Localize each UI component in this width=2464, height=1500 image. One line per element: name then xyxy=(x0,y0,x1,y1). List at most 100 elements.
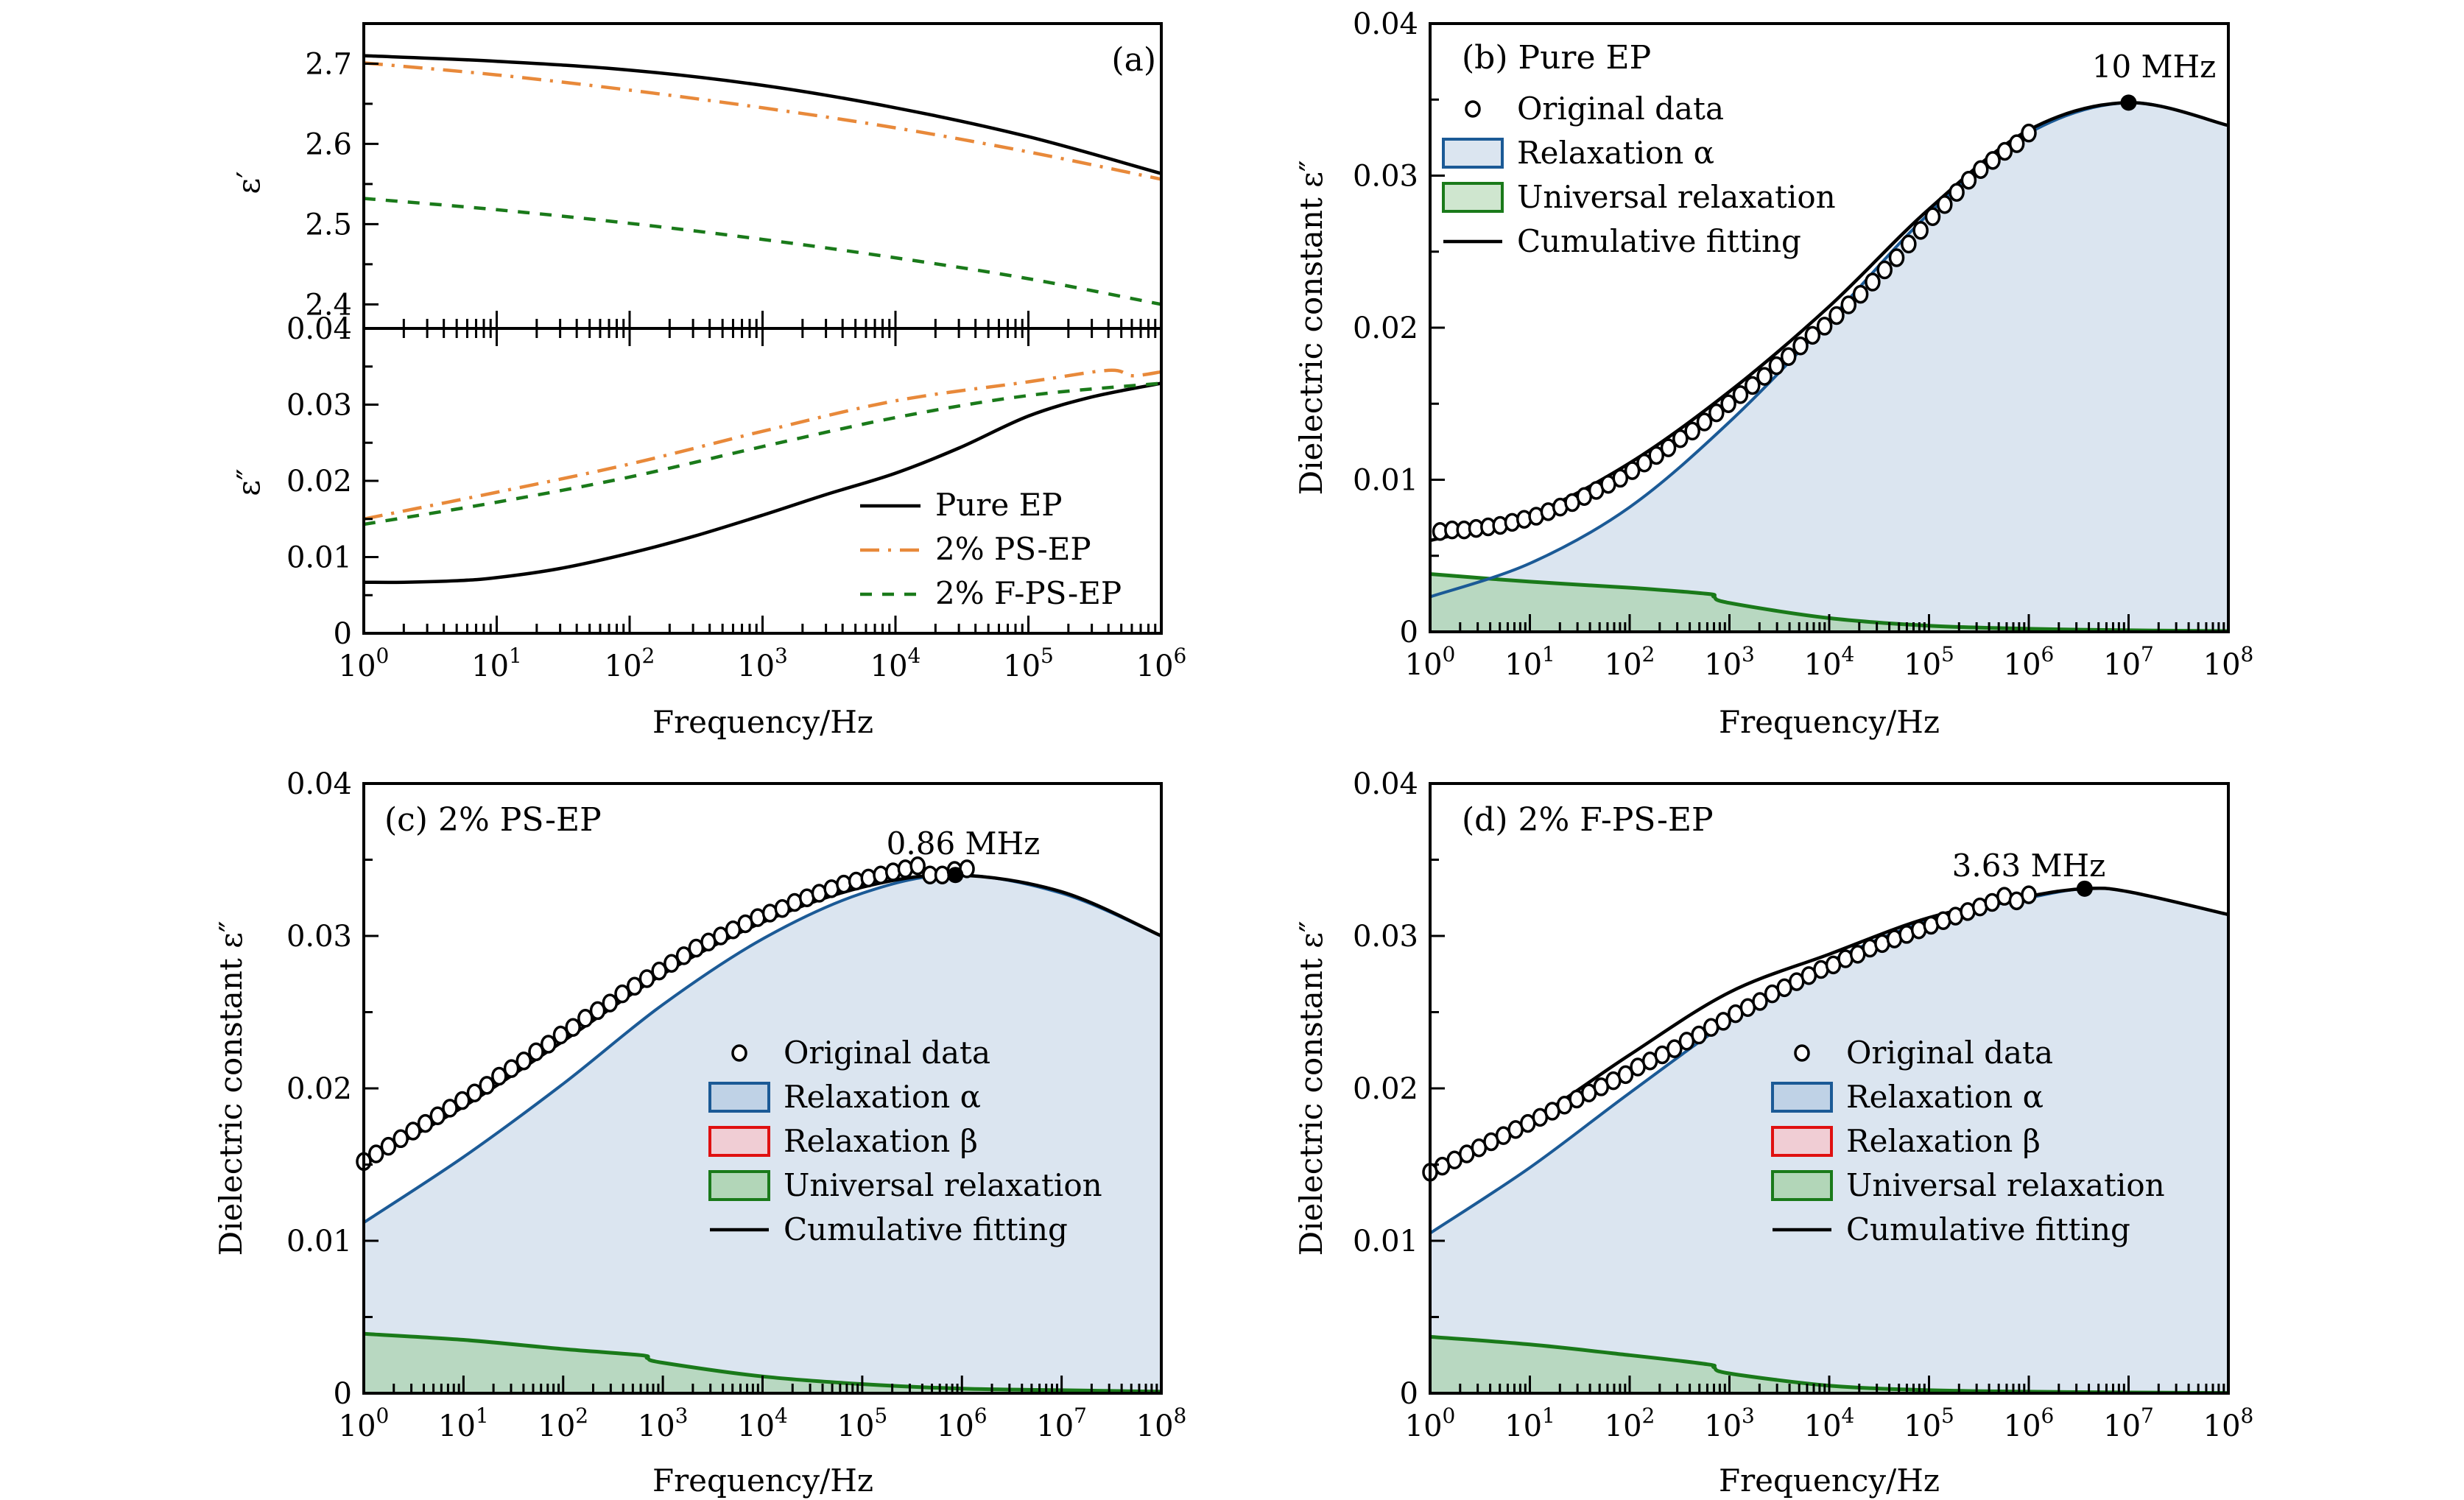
legend-entry: Relaxation α xyxy=(784,1079,981,1115)
original-data-point xyxy=(873,865,889,884)
y-tick-label: 0.04 xyxy=(286,312,352,346)
original-data-point xyxy=(602,993,619,1013)
original-data-point xyxy=(1912,221,1929,240)
y-tick-label: 0.02 xyxy=(286,465,352,499)
panel-d-peak-label: 3.63 MHz xyxy=(1952,848,2106,884)
x-tick-label: 107 xyxy=(2103,642,2154,682)
x-tick-label: 104 xyxy=(1804,1404,1855,1443)
x-tick-label: 100 xyxy=(339,1404,390,1443)
original-data-point xyxy=(651,961,667,981)
panel-b: 0 0.01 0.02 0.03 0.04 100 101 102 103 104 105 106 10… xyxy=(1353,7,2253,682)
legend-entry: Universal relaxation xyxy=(1517,179,1836,215)
universal-relaxation-line xyxy=(364,1331,1161,1393)
original-data-point xyxy=(1792,337,1809,356)
legend-marker-icon xyxy=(731,1044,747,1062)
legend-swatch-icon xyxy=(1771,1082,1833,1113)
relaxation-alpha-area xyxy=(1430,102,2228,632)
x-tick-label: 108 xyxy=(2203,1404,2254,1443)
original-data-point xyxy=(405,1122,421,1141)
series-line-2-f-ps-ep xyxy=(364,197,1161,306)
legend-entry: Pure EP xyxy=(935,487,1063,523)
panel-c: 0 0.01 0.02 0.03 0.04 100 101 102 103 104 105 106 10… xyxy=(286,767,1186,1443)
legend-entry: Original data xyxy=(1846,1035,2053,1071)
original-data-point xyxy=(1852,284,1869,304)
original-data-point xyxy=(528,1042,544,1062)
y-tick-label: 0.03 xyxy=(286,920,352,954)
original-data-point xyxy=(367,1144,384,1163)
original-data-point xyxy=(1768,356,1785,376)
original-data-point xyxy=(1972,160,1989,179)
panel-d: 0 0.01 0.02 0.03 0.04 100 101 102 103 104 105 106 10… xyxy=(1353,767,2253,1443)
panel-a-label: (a) xyxy=(1111,41,1156,79)
panel-b-label: (b) Pure EP xyxy=(1462,39,1651,77)
x-tick-label: 101 xyxy=(438,1404,489,1443)
legend-swatch-icon xyxy=(708,1082,770,1113)
legend-marker-icon xyxy=(1465,100,1481,118)
x-tick-label: 108 xyxy=(2203,642,2254,682)
x-tick-label: 100 xyxy=(1405,1404,1456,1443)
panel-a-lower-ylabel: ε″ xyxy=(230,468,267,496)
original-data-point xyxy=(884,862,901,881)
original-data-point xyxy=(1865,272,1881,292)
legend-swatch-icon xyxy=(1771,1170,1833,1201)
original-data-point xyxy=(1960,170,1977,190)
original-data-point xyxy=(1720,394,1736,413)
y-tick-label: 0 xyxy=(1400,1377,1418,1411)
y-tick-label: 0.01 xyxy=(286,541,352,575)
x-tick-label: 106 xyxy=(1136,644,1187,683)
original-data-point xyxy=(479,1076,495,1095)
peak-marker xyxy=(2120,94,2137,111)
original-data-point xyxy=(1648,446,1664,465)
panel-c-label: (c) 2% PS-EP xyxy=(384,801,602,839)
original-data-point xyxy=(1684,421,1700,441)
original-data-point xyxy=(1612,468,1629,488)
x-tick-label: 108 xyxy=(1136,1404,1187,1443)
legend-entry: Universal relaxation xyxy=(1846,1167,2165,1203)
legend-swatch-icon xyxy=(708,1170,770,1201)
y-tick-label: 0 xyxy=(1400,616,1418,649)
original-data-point xyxy=(1715,1012,1731,1031)
panel-b-peak-label: 10 MHz xyxy=(2092,49,2217,85)
legend-entry: Relaxation β xyxy=(784,1123,978,1159)
original-data-point xyxy=(1691,1025,1707,1045)
legend-swatch-icon xyxy=(1442,138,1504,169)
x-tick-label: 101 xyxy=(471,644,522,683)
original-data-point xyxy=(1804,325,1821,345)
original-data-point xyxy=(614,984,630,1004)
y-tick-label: 0 xyxy=(334,617,352,651)
original-data-point xyxy=(1924,207,1941,227)
original-data-point xyxy=(1876,260,1893,280)
original-data-point xyxy=(1816,317,1833,336)
y-tick-label: 2.4 xyxy=(305,288,352,322)
original-data-point xyxy=(1732,385,1749,404)
series-line-2-f-ps-ep xyxy=(364,381,1161,527)
y-tick-label: 0.03 xyxy=(1353,160,1418,194)
x-tick-label: 104 xyxy=(737,1404,788,1443)
y-tick-label: 2.7 xyxy=(305,47,352,81)
x-tick-label: 102 xyxy=(1605,642,1655,682)
original-data-point xyxy=(897,859,914,878)
x-tick-label: 105 xyxy=(837,1404,888,1443)
universal-relaxation-line xyxy=(1430,572,2228,632)
x-tick-label: 106 xyxy=(2004,642,2055,682)
y-tick-label: 0.04 xyxy=(1353,7,1418,41)
original-data-point xyxy=(393,1129,409,1149)
panel-c-xlabel: Frequency/Hz xyxy=(652,1462,873,1499)
legend-entry: 2% F-PS-EP xyxy=(935,575,1122,611)
x-tick-label: 100 xyxy=(339,644,390,683)
x-tick-label: 107 xyxy=(2103,1404,2154,1443)
original-data-point xyxy=(503,1059,520,1078)
y-tick-label: 0.02 xyxy=(1353,1072,1418,1106)
original-data-point xyxy=(577,1009,594,1028)
original-data-point xyxy=(909,856,926,876)
original-data-point xyxy=(380,1136,397,1156)
original-data-point xyxy=(1985,151,2001,170)
original-data-point xyxy=(1636,454,1652,473)
panel-a-xlabel: Frequency/Hz xyxy=(652,704,873,740)
legend-entry: Relaxation β xyxy=(1846,1123,2041,1159)
panel-d-label: (d) 2% F-PS-EP xyxy=(1462,801,1714,839)
legend-entry: Relaxation α xyxy=(1517,135,1714,171)
original-data-point xyxy=(1666,1039,1683,1058)
y-tick-label: 0.02 xyxy=(286,1072,352,1106)
